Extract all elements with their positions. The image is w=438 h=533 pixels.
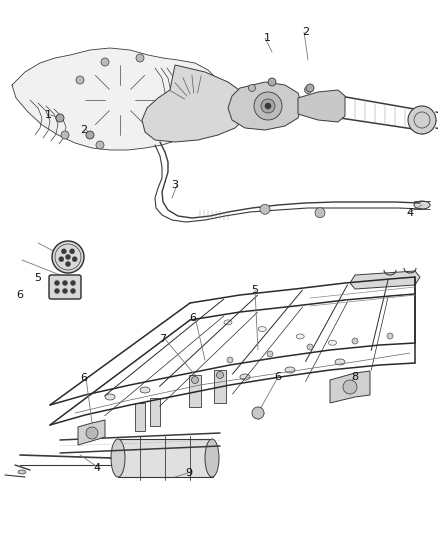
Circle shape xyxy=(66,262,71,266)
Text: 3: 3 xyxy=(172,180,179,190)
Circle shape xyxy=(254,92,282,120)
Text: 1: 1 xyxy=(45,110,52,120)
Circle shape xyxy=(54,288,60,294)
Circle shape xyxy=(86,131,94,139)
Circle shape xyxy=(265,103,271,109)
Bar xyxy=(135,403,145,431)
Circle shape xyxy=(63,288,67,294)
Ellipse shape xyxy=(224,320,232,325)
Ellipse shape xyxy=(205,439,219,477)
Text: 6: 6 xyxy=(81,373,88,383)
Text: 7: 7 xyxy=(159,334,166,344)
Circle shape xyxy=(248,85,255,92)
Circle shape xyxy=(101,58,109,66)
Circle shape xyxy=(54,280,60,286)
Circle shape xyxy=(96,141,104,149)
Text: 2: 2 xyxy=(81,125,88,135)
Circle shape xyxy=(59,257,64,262)
Text: 8: 8 xyxy=(351,372,359,382)
Ellipse shape xyxy=(111,439,125,477)
Ellipse shape xyxy=(296,334,304,339)
Circle shape xyxy=(71,280,75,286)
Circle shape xyxy=(408,106,436,134)
Text: 5: 5 xyxy=(35,273,42,283)
Polygon shape xyxy=(78,420,105,445)
Bar xyxy=(118,439,213,477)
Circle shape xyxy=(61,131,69,139)
Circle shape xyxy=(315,208,325,217)
Circle shape xyxy=(304,86,311,93)
Circle shape xyxy=(387,333,393,339)
Ellipse shape xyxy=(240,374,250,380)
Circle shape xyxy=(66,254,71,260)
Circle shape xyxy=(76,76,84,84)
Text: 4: 4 xyxy=(93,463,101,473)
Circle shape xyxy=(252,407,264,419)
Ellipse shape xyxy=(328,340,336,345)
Polygon shape xyxy=(228,82,302,130)
Polygon shape xyxy=(12,48,222,150)
Circle shape xyxy=(216,372,223,378)
Text: 6: 6 xyxy=(190,313,197,323)
Circle shape xyxy=(191,376,198,384)
Circle shape xyxy=(136,54,144,62)
FancyBboxPatch shape xyxy=(49,275,81,299)
Ellipse shape xyxy=(258,327,266,332)
Ellipse shape xyxy=(18,470,26,474)
Circle shape xyxy=(343,380,357,394)
Circle shape xyxy=(70,249,74,254)
Circle shape xyxy=(307,344,313,350)
Circle shape xyxy=(52,241,84,273)
Ellipse shape xyxy=(335,359,345,365)
Circle shape xyxy=(267,351,273,357)
Ellipse shape xyxy=(414,201,430,209)
Bar xyxy=(214,370,226,403)
Circle shape xyxy=(72,257,77,262)
Text: 2: 2 xyxy=(302,27,310,37)
Text: 9: 9 xyxy=(185,468,193,478)
Text: 1: 1 xyxy=(264,33,271,43)
Polygon shape xyxy=(330,371,370,403)
Ellipse shape xyxy=(140,387,150,393)
Text: 4: 4 xyxy=(406,208,413,218)
Circle shape xyxy=(268,78,276,86)
Polygon shape xyxy=(142,65,248,142)
Circle shape xyxy=(56,114,64,122)
Ellipse shape xyxy=(285,367,295,373)
Circle shape xyxy=(61,249,67,254)
Ellipse shape xyxy=(105,394,115,400)
Polygon shape xyxy=(350,271,420,289)
Circle shape xyxy=(352,338,358,344)
Circle shape xyxy=(63,280,67,286)
Polygon shape xyxy=(298,90,345,122)
Circle shape xyxy=(261,99,275,113)
Bar xyxy=(150,398,160,426)
Circle shape xyxy=(86,427,98,439)
Bar xyxy=(189,375,201,407)
Circle shape xyxy=(306,84,314,92)
Circle shape xyxy=(260,204,270,214)
Circle shape xyxy=(227,357,233,363)
Text: 6: 6 xyxy=(275,372,282,382)
Circle shape xyxy=(71,288,75,294)
Text: 5: 5 xyxy=(251,285,258,295)
Text: 6: 6 xyxy=(17,290,24,300)
